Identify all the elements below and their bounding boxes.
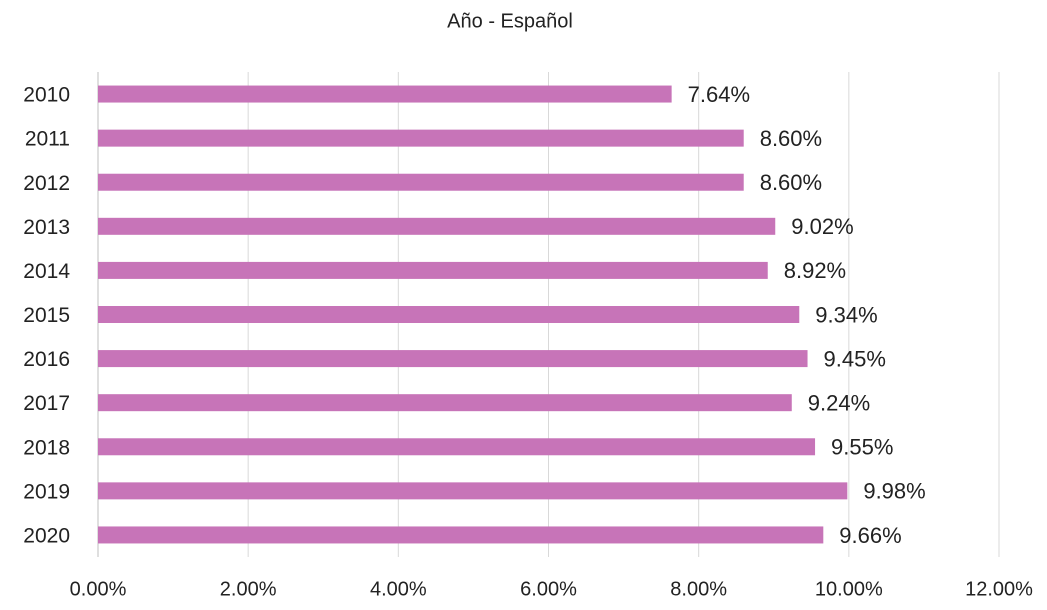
value-label: 9.66%: [839, 523, 901, 548]
value-label: 8.92%: [784, 258, 846, 283]
y-tick-label: 2015: [23, 304, 70, 327]
x-tick-label: 4.00%: [370, 578, 427, 600]
bar: [98, 306, 800, 323]
value-label: 8.60%: [760, 170, 822, 195]
bar: [98, 438, 816, 456]
value-label: 9.45%: [824, 346, 886, 371]
y-tick-label: 2011: [25, 128, 70, 151]
x-tick-label: 6.00%: [520, 578, 577, 600]
value-label: 9.02%: [791, 214, 853, 239]
y-tick-label: 2020: [23, 525, 70, 548]
y-tick-label: 2016: [23, 348, 70, 371]
value-label: 8.60%: [760, 126, 822, 151]
y-tick-label: 2014: [23, 260, 70, 283]
value-label: 9.98%: [863, 479, 925, 504]
chart-title: Año - Español: [447, 10, 573, 32]
y-tick-label: 2018: [23, 436, 70, 459]
bar: [98, 129, 744, 147]
bar: [98, 350, 808, 368]
x-tick-label: 10.00%: [815, 578, 883, 600]
value-label: 9.55%: [831, 435, 893, 460]
bar: [98, 85, 672, 103]
x-tick-label: 12.00%: [965, 578, 1033, 600]
bar: [98, 482, 848, 500]
bar: [98, 261, 768, 279]
value-label: 9.24%: [808, 390, 870, 415]
x-tick-label: 0.00%: [70, 578, 127, 600]
bar: [98, 217, 776, 235]
value-label: 7.64%: [688, 82, 750, 107]
y-tick-label: 2013: [23, 216, 70, 239]
bar: [98, 173, 744, 191]
bar: [98, 394, 792, 412]
value-label: 9.34%: [815, 302, 877, 327]
y-tick-label: 2017: [23, 392, 70, 415]
y-tick-label: 2012: [23, 172, 70, 195]
y-tick-label: 2010: [23, 84, 70, 107]
bar: [98, 526, 824, 544]
x-tick-label: 8.00%: [670, 578, 727, 600]
x-tick-label: 2.00%: [220, 578, 277, 600]
y-tick-label: 2019: [23, 480, 70, 503]
